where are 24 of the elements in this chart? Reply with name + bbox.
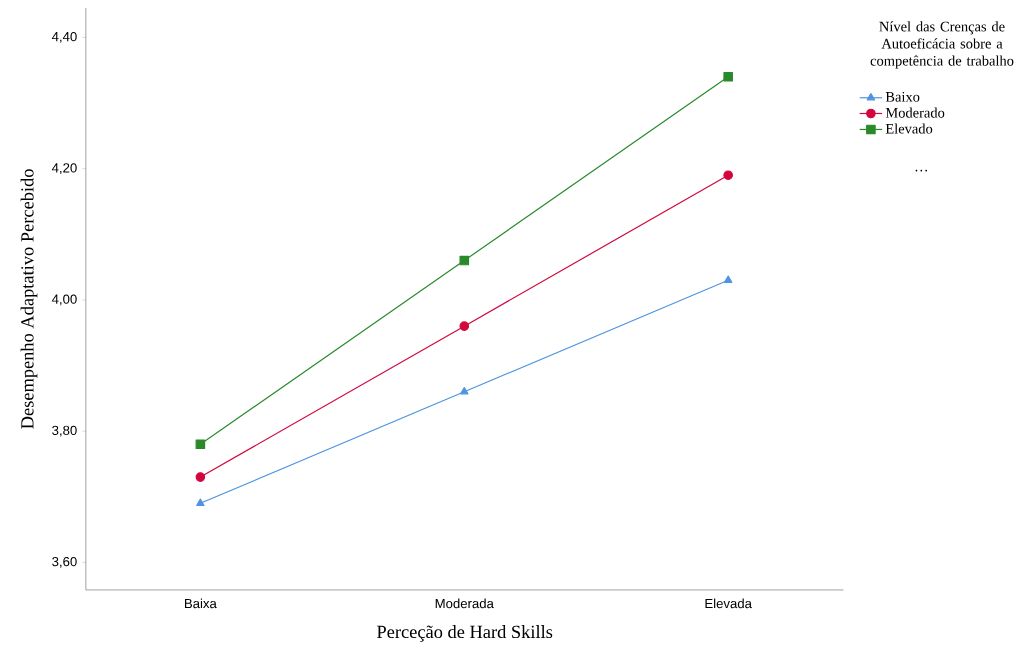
y-tick-label: 3,60 bbox=[52, 556, 77, 568]
y-axis-title: Desempenho Adaptativo Percebido bbox=[20, 169, 38, 429]
y-tick-label: 3,80 bbox=[52, 425, 77, 437]
y-tick-label: 4,40 bbox=[51, 31, 77, 43]
point bbox=[459, 321, 470, 331]
point bbox=[723, 71, 733, 82]
point bbox=[723, 275, 733, 283]
y-tick-label: 4,00 bbox=[51, 294, 77, 306]
text: … bbox=[915, 169, 928, 172]
legend-title: Nível das Crenças de Autoeficácia sobre a competência de trabalho bbox=[870, 21, 1014, 69]
y-tick-label: 4,20 bbox=[51, 163, 77, 175]
point bbox=[195, 472, 206, 482]
point bbox=[459, 255, 470, 266]
legend-label: Baixo bbox=[885, 91, 920, 102]
point bbox=[196, 498, 205, 506]
legend-label: Moderado bbox=[885, 107, 945, 118]
point bbox=[460, 386, 469, 395]
point bbox=[195, 439, 206, 450]
point bbox=[723, 170, 733, 180]
x-tick-label: Moderada bbox=[435, 598, 494, 609]
x-tick-label: Elevada bbox=[705, 598, 752, 609]
legend-label: Elevado bbox=[885, 123, 933, 134]
x-tick-label: Baixa bbox=[184, 598, 217, 609]
x-axis-title: Perceção de Hard Skills bbox=[377, 625, 553, 642]
